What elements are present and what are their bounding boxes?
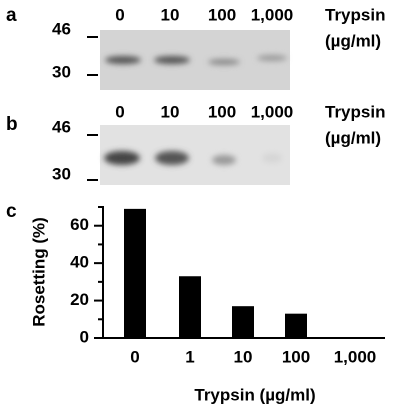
bar bbox=[232, 306, 254, 338]
marker-label: 46 bbox=[52, 117, 71, 136]
lane-label: 100 bbox=[208, 102, 236, 121]
lane-label: 1,000 bbox=[251, 5, 294, 24]
y-axis-label: Rosetting (%) bbox=[29, 217, 48, 327]
reagent-label: Trypsin bbox=[325, 102, 385, 121]
x-tick-label: 1 bbox=[185, 347, 194, 366]
panel-label: a bbox=[6, 5, 17, 26]
marker-label: 30 bbox=[52, 164, 71, 183]
lane-label: 0 bbox=[115, 102, 124, 121]
x-axis-label: Trypsin (µg/ml) bbox=[194, 385, 315, 404]
bar bbox=[285, 313, 307, 338]
marker-label: 46 bbox=[52, 19, 71, 38]
marker-label: 30 bbox=[52, 62, 71, 81]
lane-label: 0 bbox=[115, 5, 124, 24]
lane-label: 10 bbox=[161, 5, 180, 24]
panel-label: b bbox=[6, 114, 18, 135]
y-tick-label: 0 bbox=[80, 327, 89, 346]
lane-label: 1,000 bbox=[251, 102, 294, 121]
reagent-label: Trypsin bbox=[325, 5, 385, 24]
x-tick-label: 10 bbox=[234, 347, 253, 366]
bands-a bbox=[105, 55, 287, 65]
y-tick-label: 60 bbox=[70, 215, 89, 234]
lane-label: 100 bbox=[208, 5, 236, 24]
y-tick-label: 20 bbox=[70, 290, 89, 309]
unit-label: (µg/ml) bbox=[325, 31, 381, 50]
x-tick-label: 100 bbox=[282, 347, 310, 366]
unit-label: (µg/ml) bbox=[325, 128, 381, 147]
marker-dashes bbox=[87, 36, 98, 181]
y-tick-label: 40 bbox=[70, 253, 89, 272]
lane-label: 10 bbox=[161, 102, 180, 121]
bar bbox=[124, 208, 146, 338]
x-tick-label: 1,000 bbox=[334, 347, 377, 366]
panel-label: c bbox=[6, 201, 17, 222]
x-tick-label: 0 bbox=[130, 347, 139, 366]
bands-b bbox=[104, 151, 282, 165]
bar bbox=[179, 276, 201, 338]
